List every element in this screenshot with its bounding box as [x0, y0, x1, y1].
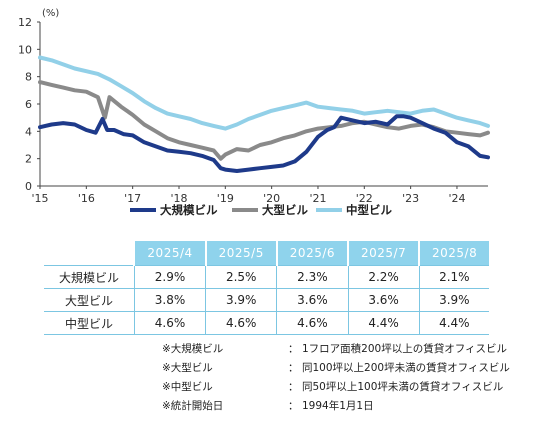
- y-unit-label: (%): [42, 8, 59, 19]
- table-cell: 3.8%: [133, 288, 206, 312]
- x-tick-label: '24: [448, 192, 465, 205]
- note-label: ※中型ビル: [162, 378, 288, 397]
- table-header: 2025/7: [346, 241, 420, 266]
- note-separator: ：: [288, 381, 299, 393]
- y-tick-label: 8: [25, 71, 32, 84]
- table-header: 2025/8: [418, 241, 489, 266]
- legend-label: 大型ビル: [262, 203, 308, 217]
- x-tick-label: '22: [356, 192, 373, 205]
- vacancy-line-chart: (%) 0 2 4 6 8 10 12 '15 '16 '17 '18 '19 '20 '21 '22 '23 '…: [18, 8, 490, 217]
- note-start-date: ※統計開始日 ： 1994年1月1日: [162, 397, 510, 416]
- x-tick-label: '21: [309, 192, 326, 205]
- table-header: 2025/5: [204, 241, 277, 266]
- table-cell: 2.3%: [276, 265, 348, 289]
- notes: ※大規模ビル ： 1フロア面積200坪以上の賃貸オフィスビル ※大型ビル ： 同…: [162, 340, 510, 416]
- table-cell: 2.2%: [347, 265, 420, 289]
- table-cell: 3.9%: [418, 288, 489, 312]
- y-tick-label: 12: [18, 16, 32, 29]
- chart-legend: 大規模ビル 大型ビル 中型ビル: [130, 203, 392, 217]
- series-line-2: [38, 55, 490, 131]
- note-label-text: ※大規模ビル: [162, 343, 224, 355]
- note-separator: ：: [288, 343, 299, 355]
- x-tick-label: '19: [217, 192, 234, 205]
- note-separator: ：: [288, 400, 299, 412]
- note-text: 1フロア面積200坪以上の賃貸オフィスビル: [302, 343, 508, 355]
- table-header: 2025/4: [133, 241, 206, 266]
- note-text: 同50坪以上100坪未満の賃貸オフィスビル: [302, 381, 504, 393]
- x-tick-label: '15: [31, 192, 48, 205]
- table-header: 2025/6: [275, 241, 348, 266]
- x-tick-label: '23: [402, 192, 419, 205]
- vacancy-table: 2025/4 2025/5 2025/6 2025/7 2025/8 大規模ビル…: [44, 241, 489, 335]
- y-tick-label: 10: [18, 43, 32, 56]
- chart-series: [38, 55, 490, 173]
- table-cell: 3.9%: [205, 288, 277, 312]
- note-label: ※大規模ビル: [162, 340, 288, 359]
- note-mid: ※中型ビル ： 同50坪以上100坪未満の賃貸オフィスビル: [162, 378, 510, 397]
- note-label: ※大型ビル: [162, 359, 288, 378]
- note-text: 1994年1月1日: [302, 400, 374, 412]
- table-cell: 4.6%: [133, 311, 206, 335]
- table-row: 大規模ビル 2.9% 2.5% 2.3% 2.2% 2.1%: [44, 265, 489, 289]
- note-label: ※統計開始日: [162, 397, 288, 416]
- table-row: 大型ビル 3.8% 3.9% 3.6% 3.6% 3.9%: [44, 288, 489, 312]
- x-tick-label: '18: [170, 192, 187, 205]
- table-cell: 3.6%: [347, 288, 420, 312]
- note-large: ※大型ビル ： 同100坪以上200坪未満の賃貸オフィスビル: [162, 359, 510, 378]
- table-row: 中型ビル 4.6% 4.6% 4.6% 4.4% 4.4%: [44, 311, 489, 335]
- table-cell: 3.6%: [276, 288, 348, 312]
- row-label: 大型ビル: [44, 288, 135, 312]
- table-cell: 4.6%: [205, 311, 277, 335]
- legend-label: 中型ビル: [346, 203, 392, 217]
- row-label: 中型ビル: [44, 311, 135, 335]
- series-line-1: [38, 80, 490, 161]
- y-tick-label: 6: [25, 98, 32, 111]
- legend-label: 大規模ビル: [160, 203, 218, 217]
- series-line-0: [38, 114, 490, 173]
- x-tick-label: '20: [263, 192, 280, 205]
- row-label: 大規模ビル: [44, 265, 135, 289]
- table-cell: 2.1%: [418, 265, 489, 289]
- note-label-text: ※大型ビル: [162, 362, 213, 374]
- table-cell: 4.4%: [418, 311, 489, 335]
- table-cell: 2.5%: [205, 265, 277, 289]
- y-tick-label: 4: [25, 125, 32, 138]
- x-tick-label: '17: [124, 192, 141, 205]
- table-header-row: 2025/4 2025/5 2025/6 2025/7 2025/8: [44, 241, 489, 266]
- note-separator: ：: [288, 362, 299, 374]
- x-tick-label: '16: [78, 192, 95, 205]
- note-text: 同100坪以上200坪未満の賃貸オフィスビル: [302, 362, 510, 374]
- table-corner: [44, 241, 135, 266]
- table-cell: 4.6%: [276, 311, 348, 335]
- y-tick-label: 0: [25, 180, 32, 193]
- note-large-scale: ※大規模ビル ： 1フロア面積200坪以上の賃貸オフィスビル: [162, 340, 510, 359]
- note-label-text: ※統計開始日: [162, 400, 224, 412]
- y-tick-label: 2: [25, 153, 32, 166]
- chart-axes: (%) 0 2 4 6 8 10 12 '15 '16 '17 '18 '19 '20 '21 '22 '23 '…: [18, 8, 488, 205]
- table-cell: 4.4%: [347, 311, 420, 335]
- table-cell: 2.9%: [133, 265, 206, 289]
- note-label-text: ※中型ビル: [162, 381, 213, 393]
